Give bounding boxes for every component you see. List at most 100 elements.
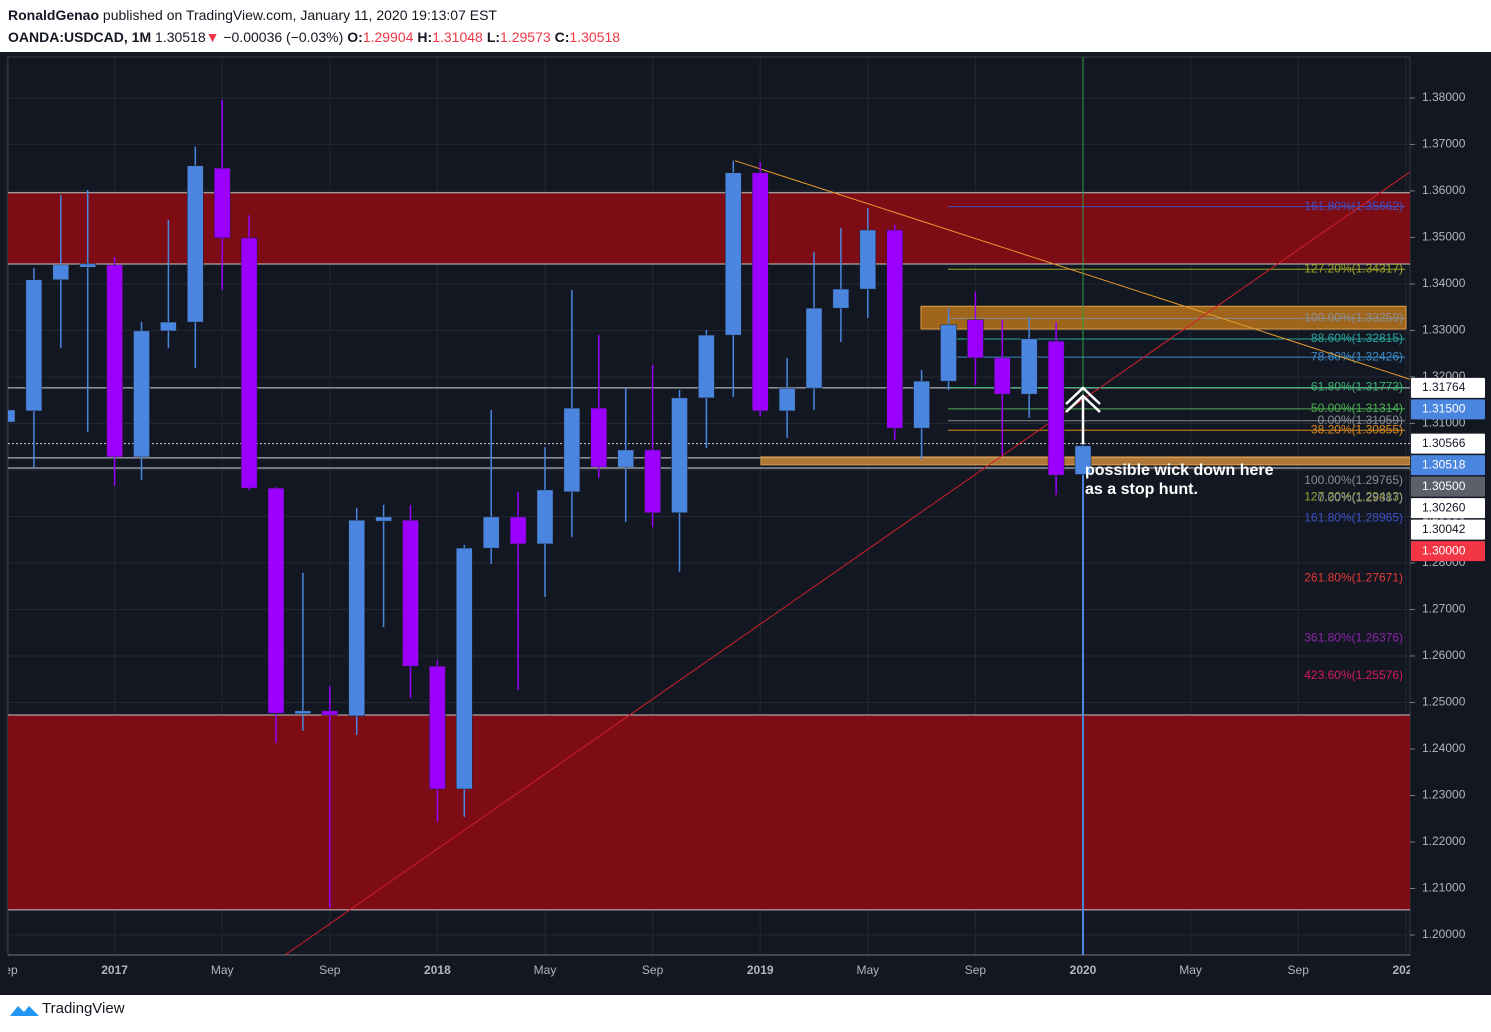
candle-body	[133, 330, 150, 458]
x-tick-label: Sep	[1288, 963, 1310, 977]
ohlc-key: H:	[417, 29, 432, 45]
x-axis: Sep 2017 May Sep 2018 May Sep 2019 May Sep 2020 May…	[8, 963, 1410, 977]
candle-body	[886, 229, 903, 429]
candle-body	[25, 279, 43, 412]
fib-label: 38.20%(1.30855)	[1311, 422, 1403, 436]
box	[920, 305, 1407, 330]
ohlc-value: 1.29573	[500, 29, 551, 45]
fib-label: 88.60%(1.32815)	[1311, 331, 1403, 345]
candle-body	[187, 165, 204, 323]
price-label-box	[1411, 433, 1485, 454]
candle-body	[698, 334, 715, 399]
ohlc-key: O:	[347, 29, 363, 45]
trendline	[284, 171, 1410, 955]
candle-body	[563, 407, 581, 493]
y-tick-label: 1.26000	[1422, 648, 1466, 662]
y-tick-label: 1.23000	[1422, 788, 1466, 802]
arrow: ▼	[206, 29, 220, 45]
candle-body	[1020, 338, 1038, 395]
x-tick-label: 2018	[424, 963, 451, 977]
candle-body	[52, 264, 70, 281]
ohlc-key: C:	[555, 29, 570, 45]
price-label: 1.30260	[1422, 500, 1466, 514]
change: −0.00036 (−0.03%)	[223, 29, 343, 45]
y-tick-label: 1.35000	[1422, 230, 1466, 244]
y-tick-label: 1.25000	[1422, 695, 1466, 709]
y-tick-label: 1.34000	[1422, 276, 1466, 290]
x-tick-label: Sep	[319, 963, 341, 977]
fib-label: 161.80%(1.35662)	[1304, 199, 1403, 213]
candle-body	[805, 307, 823, 389]
ohlc: O:1.29904 H:1.31048 L:1.29573 C:1.30518	[347, 29, 620, 45]
fib-label: 100.00%(1.29765)	[1304, 473, 1403, 487]
y-tick-label: 1.36000	[1422, 183, 1466, 197]
x-tick-label: May	[856, 963, 879, 977]
candle-body	[1047, 340, 1065, 476]
candle-body	[79, 263, 96, 268]
y-tick-label: 1.37000	[1422, 137, 1466, 151]
candle-body	[859, 229, 877, 290]
author: RonaldGenao	[8, 7, 99, 23]
candle-body	[832, 288, 850, 309]
price-label-box	[1411, 377, 1485, 398]
candle-body	[778, 387, 796, 412]
x-tick-label: May	[1179, 963, 1202, 977]
logo	[10, 1006, 39, 1016]
quote-line: OANDA:USDCAD, 1M 1.30518▼ −0.00036 (−0.0…	[8, 29, 620, 45]
candle-body	[509, 516, 527, 545]
price-label-box	[1411, 541, 1485, 562]
fib-label: 0.00%(1.31059)	[1318, 413, 1403, 427]
x-tick-label: 2019	[747, 963, 774, 977]
brand: TradingView	[42, 1000, 125, 1017]
symbol: OANDA:USDCAD, 1M	[8, 29, 151, 45]
candle-body	[913, 380, 930, 429]
candle-body	[160, 321, 177, 332]
candle-body	[967, 319, 984, 359]
candle-body	[213, 167, 231, 239]
candle-body	[725, 172, 742, 336]
x-tick-label: May	[534, 963, 557, 977]
candle-body	[106, 264, 123, 458]
trendline	[734, 160, 1410, 380]
y-tick-label: 1.27000	[1422, 602, 1466, 616]
header-bg	[0, 0, 1491, 52]
price-label: 1.31764	[1422, 380, 1466, 394]
annotation: possible wick down here	[1085, 462, 1274, 479]
candle-body	[482, 516, 500, 549]
fib-label: 161.80%(1.28965)	[1304, 510, 1403, 524]
x-tick-label: 2017	[101, 963, 128, 977]
x-tick-label: May	[211, 963, 234, 977]
fib-label: 61.80%(1.31773)	[1311, 380, 1403, 394]
axes: 1.20000 1.21000 1.22000 1.23000 1.24000 1.250…	[8, 90, 1485, 977]
byline: published on TradingView.com, January 11…	[103, 7, 498, 23]
header-line: RonaldGenao published on TradingView.com…	[8, 7, 497, 23]
candle-body	[536, 489, 554, 545]
price-label-box	[1411, 399, 1485, 420]
fib-label: 50.00%(1.31314)	[1311, 401, 1403, 415]
last: 1.30518	[155, 29, 206, 45]
x-tick-label: Sep	[965, 963, 987, 977]
candle-body	[1074, 445, 1092, 475]
ohlc-value: 1.31048	[432, 29, 483, 45]
price-label: 1.30518	[1422, 457, 1466, 471]
footer-bg	[0, 995, 1491, 1032]
price-label-box	[1411, 476, 1485, 497]
price-label-box	[1411, 519, 1485, 540]
candle-body	[240, 237, 258, 489]
candle-body	[321, 710, 339, 716]
fib-label: 361.80%(1.26376)	[1304, 631, 1403, 645]
y-tick-label: 1.24000	[1422, 741, 1466, 755]
x-tick-label: Sep	[642, 963, 664, 977]
y-tick-label: 1.22000	[1422, 834, 1466, 848]
fib-label: 127.20%(1.29413)	[1304, 489, 1403, 503]
y-tick-label: 1.21000	[1422, 881, 1466, 895]
price-label-box	[1411, 498, 1485, 519]
fib-label: 78.60%(1.32426)	[1311, 349, 1403, 363]
candle-body	[994, 357, 1011, 395]
y-tick-label: 1.33000	[1422, 323, 1466, 337]
candle-body	[590, 407, 608, 468]
candle-body	[429, 665, 446, 790]
fib-label: 0.00%(1.29387)	[1318, 491, 1403, 505]
